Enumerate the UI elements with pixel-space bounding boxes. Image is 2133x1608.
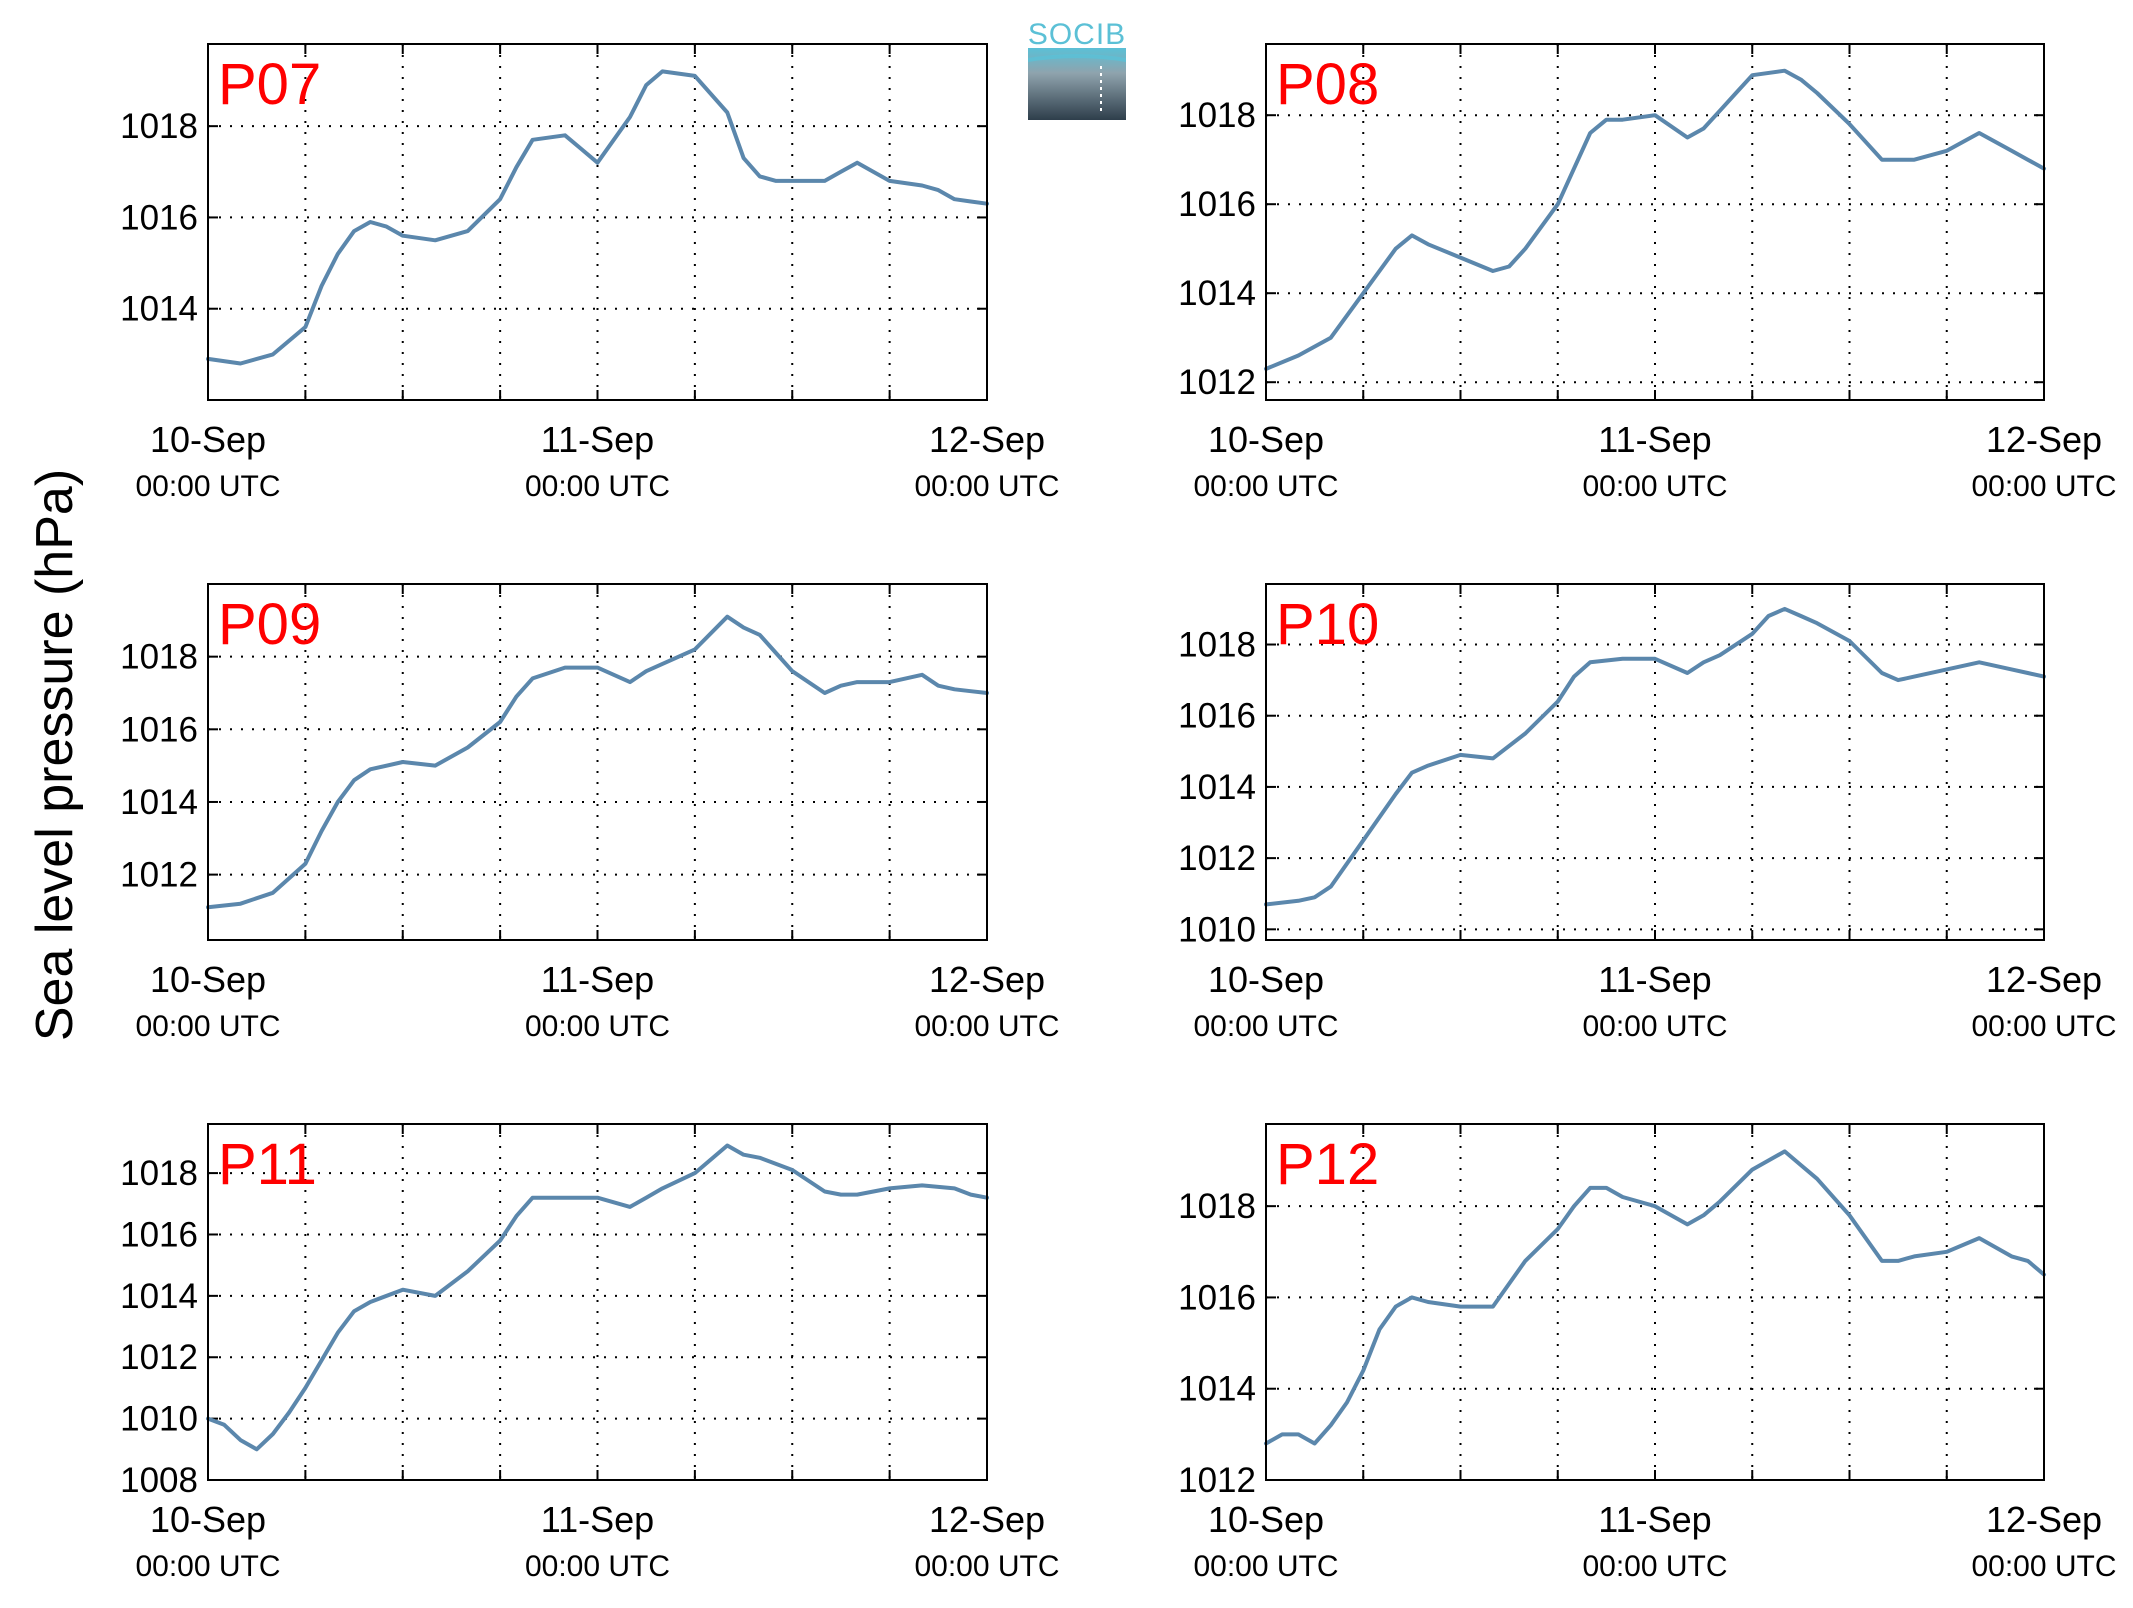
y-tick-label: 1014 [120,1277,198,1316]
x-tick-label-time: 00:00 UTC [525,470,670,503]
x-tick-label-date: 12-Sep [929,959,1045,1000]
panel-p10: 1010 1012 1014 1016 1018 10-Sep 00:00 UTC 11-Se… [1178,583,2117,1043]
plot-frame [207,43,988,401]
panel-p11: 1008 1010 1012 1014 1016 1018 10-Sep 00:00 UTC 1… [120,1123,1060,1583]
x-tick-label-date: 10-Sep [150,419,266,460]
y-tick-label: 1016 [120,710,198,749]
x-tick-label-time: 00:00 UTC [1971,470,2116,503]
x-tick-label-time: 00:00 UTC [1193,470,1338,503]
x-tick-label-date: 10-Sep [150,959,266,1000]
y-tick-label: 1008 [120,1461,198,1500]
plot-frame [1265,583,2045,941]
y-tick-label: 1016 [120,198,198,237]
socib-logo-text: SOCIB [1028,18,1126,51]
panel-title: P12 [1276,1132,1379,1197]
y-tick-label: 1014 [1178,274,1256,313]
y-tick-label: 1010 [120,1400,198,1439]
x-tick-label-date: 10-Sep [1208,1499,1324,1540]
y-tick-label: 1018 [1178,96,1256,135]
y-tick-label: 1016 [120,1215,198,1254]
panel-title: P07 [218,52,321,117]
y-tick-label: 1016 [1178,1278,1256,1317]
x-tick-label-date: 12-Sep [1986,1499,2102,1540]
y-tick-label: 1014 [1178,1370,1256,1409]
x-tick-label-date: 11-Sep [541,959,654,1000]
x-tick-label-date: 12-Sep [1986,959,2102,1000]
panel-p07: 1014 1016 1018 10-Sep 00:00 UTC 11-Sep 00:00 U… [120,43,1060,503]
x-tick-label-time: 00:00 UTC [914,1550,1059,1583]
pressure-series-line [1264,1149,2046,1446]
x-tick-label-time: 00:00 UTC [135,1010,280,1043]
x-tick-label-time: 00:00 UTC [525,1010,670,1043]
x-tick-label-date: 11-Sep [1598,959,1711,1000]
pressure-series-line [206,1143,989,1452]
x-tick-label-date: 11-Sep [1598,419,1711,460]
x-tick-label-date: 11-Sep [1598,1499,1711,1540]
x-tick-label-date: 11-Sep [541,419,654,460]
socib-logo-block [1028,48,1126,120]
panel-title: P08 [1276,52,1379,117]
pressure-series-line [1264,606,2046,907]
pressure-series-line [206,614,989,910]
x-tick-label-time: 00:00 UTC [1582,1010,1727,1043]
x-tick-label-date: 12-Sep [1986,419,2102,460]
x-tick-label-time: 00:00 UTC [914,470,1059,503]
y-tick-label: 1014 [120,783,198,822]
plot-frame [207,583,988,941]
panel-title: P10 [1276,592,1379,657]
panel-p12: 1012 1014 1016 1018 10-Sep 00:00 UTC 11-Sep 00:… [1178,1123,2117,1583]
x-tick-label-time: 00:00 UTC [1193,1550,1338,1583]
x-tick-label-time: 00:00 UTC [914,1010,1059,1043]
panel-title: P11 [218,1132,317,1197]
y-tick-label: 1016 [1178,697,1256,736]
y-tick-label: 1012 [1178,1461,1256,1500]
x-tick-label-date: 10-Sep [150,1499,266,1540]
x-tick-label-time: 00:00 UTC [135,1550,280,1583]
y-tick-label: 1010 [1178,910,1256,949]
plot-frame [1265,1123,2045,1481]
x-tick-label-time: 00:00 UTC [1971,1010,2116,1043]
x-tick-label-time: 00:00 UTC [1193,1010,1338,1043]
x-tick-label-date: 12-Sep [929,1499,1045,1540]
y-tick-label: 1016 [1178,185,1256,224]
y-tick-label: 1018 [120,638,198,677]
x-tick-label-date: 10-Sep [1208,419,1324,460]
x-tick-label-time: 00:00 UTC [1582,470,1727,503]
pressure-series-line [206,69,989,366]
panel-title: P09 [218,592,321,657]
y-tick-label: 1012 [1178,839,1256,878]
socib-logo: SOCIB [1028,18,1126,120]
y-tick-label: 1018 [1178,1187,1256,1226]
y-tick-label: 1014 [1178,768,1256,807]
y-tick-label: 1018 [1178,626,1256,665]
x-tick-label-date: 11-Sep [541,1499,654,1540]
y-tick-label: 1012 [120,1338,198,1377]
plot-frame [207,1123,988,1481]
pressure-series-line [1264,68,2046,371]
figure-y-axis-label: Sea level pressure (hPa) [26,469,84,1041]
x-tick-label-time: 00:00 UTC [1582,1550,1727,1583]
panel-p08: 1012 1014 1016 1018 10-Sep 00:00 UTC 11-Sep 00:… [1178,43,2117,503]
x-tick-label-time: 00:00 UTC [135,470,280,503]
socib-logo-wave [1028,54,1126,62]
y-tick-label: 1012 [120,856,198,895]
x-tick-label-date: 12-Sep [929,419,1045,460]
x-tick-label-time: 00:00 UTC [525,1550,670,1583]
x-tick-label-date: 10-Sep [1208,959,1324,1000]
y-tick-label: 1012 [1178,363,1256,402]
y-tick-label: 1018 [120,1154,198,1193]
y-tick-label: 1018 [120,107,198,146]
plot-frame [1265,43,2045,401]
x-tick-label-time: 00:00 UTC [1971,1550,2116,1583]
panel-p09: 1012 1014 1016 1018 10-Sep 00:00 UTC 11-Sep 00:… [120,583,1060,1043]
y-tick-label: 1014 [120,290,198,329]
panels: 1014 1016 1018 10-Sep 00:00 UTC 11-Sep 00:00 U… [120,43,2117,1583]
